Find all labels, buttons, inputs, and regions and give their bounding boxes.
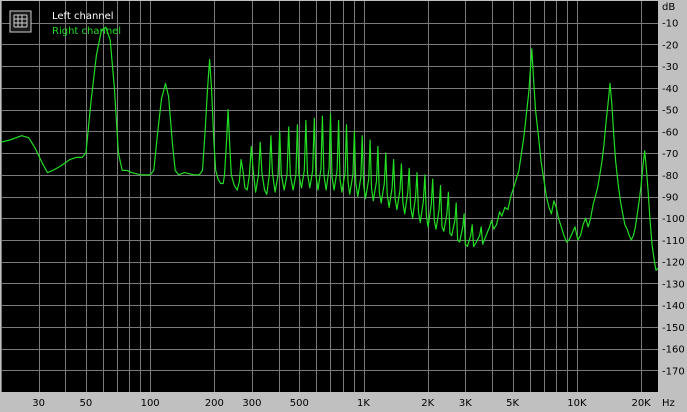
- x-tick-label: 500: [290, 398, 309, 409]
- x-tick-label: 5K: [506, 398, 519, 409]
- x-tick-label: 10K: [567, 398, 587, 409]
- y-tick-label: -100: [662, 214, 685, 225]
- y-tick-label: -90: [662, 193, 678, 204]
- y-tick-label: -10: [662, 19, 678, 30]
- x-axis-ticks: 30 50 100 200 300 500 1K 2K 3K 5K 10K 20K: [32, 398, 651, 409]
- legend[interactable]: Left channel Right channel: [9, 10, 121, 37]
- series-lines: [0, 26, 659, 271]
- x-tick-label: 20K: [631, 398, 651, 409]
- grid-toggle-icon[interactable]: [13, 14, 28, 28]
- x-tick-label: 2K: [421, 398, 434, 409]
- grid-lines: [1, 1, 658, 392]
- legend-entry-left-channel: Left channel: [52, 11, 114, 22]
- y-axis-ticks: -10 -20 -30 -40 -50 -60 -70 -80 -90 -100 -110 -120 -…: [662, 19, 685, 378]
- y-tick-label: -140: [662, 301, 685, 312]
- y-tick-label: -30: [662, 62, 678, 73]
- x-tick-label: 30: [32, 398, 45, 409]
- y-tick-label: -120: [662, 258, 685, 269]
- y-tick-label: -40: [662, 84, 678, 95]
- y-tick-label: -70: [662, 149, 678, 160]
- y-tick-label: -150: [662, 323, 685, 334]
- x-tick-label: 1K: [357, 398, 370, 409]
- y-tick-label: -20: [662, 40, 678, 51]
- x-tick-label: 300: [242, 398, 261, 409]
- legend-icon-frame[interactable]: [9, 10, 32, 33]
- y-tick-label: -50: [662, 106, 678, 117]
- x-tick-label: 100: [141, 398, 160, 409]
- series-line-right-channel: [0, 26, 659, 271]
- plot-background: [1, 1, 658, 392]
- y-tick-label: -80: [662, 171, 678, 182]
- y-axis-unit: dB: [662, 2, 675, 13]
- x-axis-unit: Hz: [662, 398, 675, 409]
- x-tick-label: 200: [205, 398, 224, 409]
- x-tick-label: 50: [80, 398, 93, 409]
- x-tick-label: 3K: [459, 398, 472, 409]
- y-tick-label: -160: [662, 345, 685, 356]
- y-tick-label: -170: [662, 366, 685, 377]
- legend-entry-right-channel: Right channel: [52, 26, 121, 37]
- y-tick-label: -60: [662, 127, 678, 138]
- y-tick-label: -130: [662, 279, 685, 290]
- y-tick-label: -110: [662, 236, 685, 247]
